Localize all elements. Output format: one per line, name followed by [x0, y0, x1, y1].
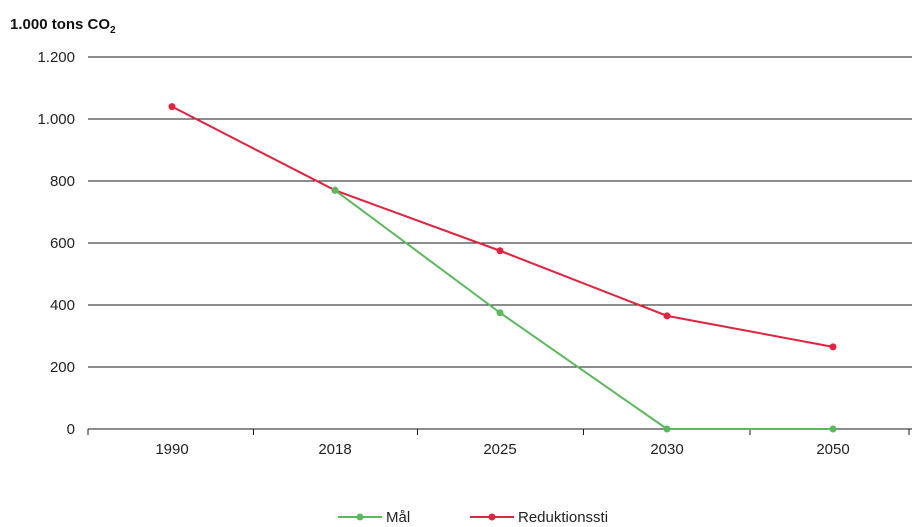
y-tick-label: 800 [50, 173, 75, 190]
data-point [331, 186, 339, 194]
data-point [663, 425, 671, 433]
data-point [496, 247, 504, 255]
y-axis-ticks: 0 200 400 600 800 1.000 1.200 [37, 49, 75, 438]
x-tick-label: 2025 [483, 441, 516, 458]
x-tick-label: 2018 [318, 441, 351, 458]
legend: Mål Reduktionssti [338, 509, 608, 526]
legend-item: Mål [338, 509, 410, 526]
legend-marker [488, 513, 496, 521]
x-tick-label: 1990 [155, 441, 188, 458]
data-point [829, 425, 837, 433]
data-point [663, 312, 671, 320]
legend-marker [356, 513, 364, 521]
legend-label: Mål [386, 509, 410, 526]
legend-label: Reduktionssti [518, 509, 608, 526]
series-lines [168, 103, 837, 433]
gridlines [88, 56, 912, 430]
data-point [168, 103, 176, 111]
y-tick-label: 0 [67, 421, 75, 438]
data-point [496, 309, 504, 317]
y-tick-label: 600 [50, 235, 75, 252]
y-tick-label: 400 [50, 297, 75, 314]
data-point [829, 343, 837, 351]
legend-item: Reduktionssti [470, 509, 608, 526]
y-tick-label: 1.000 [37, 111, 75, 128]
y-axis-title: 1.000 tons CO2 [10, 16, 116, 36]
y-tick-label: 1.200 [37, 49, 75, 66]
series-line-m-l [334, 189, 833, 430]
x-tick-label: 2030 [650, 441, 683, 458]
x-axis-ticks: 1990 2018 2025 2030 2050 [87, 429, 910, 458]
y-tick-label: 200 [50, 359, 75, 376]
x-tick-label: 2050 [816, 441, 849, 458]
